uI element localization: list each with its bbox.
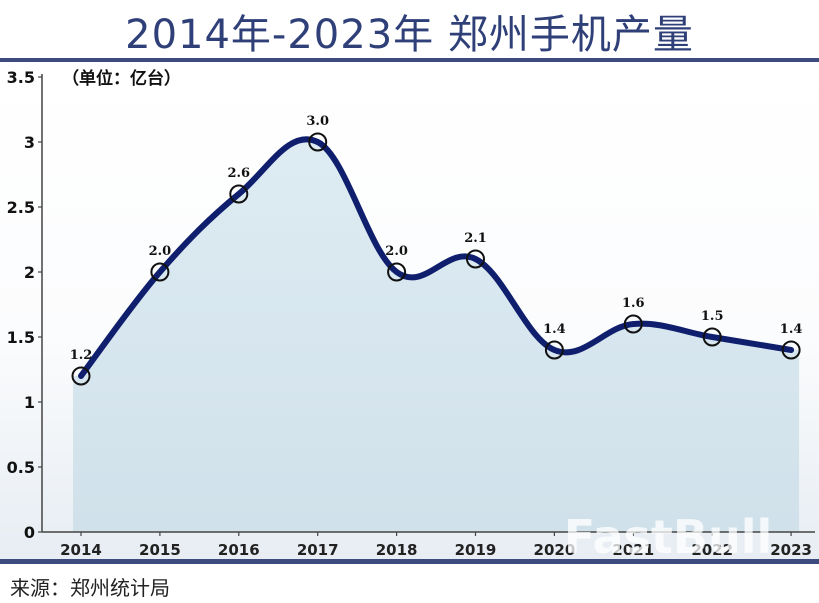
x-tick-label: 2023 bbox=[770, 541, 812, 559]
x-tick-label: 2021 bbox=[612, 541, 654, 559]
data-label: 2.6 bbox=[227, 166, 250, 181]
watermark: FastBull bbox=[564, 510, 772, 564]
y-tick-label: 3 bbox=[24, 133, 35, 152]
data-label: 1.5 bbox=[701, 309, 724, 324]
y-tick-label: 1.5 bbox=[7, 328, 35, 347]
data-label: 2.0 bbox=[149, 244, 172, 259]
x-tick-label: 2019 bbox=[455, 541, 497, 559]
data-point-marker bbox=[781, 340, 801, 360]
data-label: 1.6 bbox=[622, 296, 645, 311]
data-point-marker bbox=[308, 132, 328, 152]
bottom-divider bbox=[0, 559, 819, 564]
data-point-marker bbox=[623, 314, 643, 334]
chart-title: 2014年-2023年 郑州手机产量 bbox=[125, 12, 694, 58]
data-point-marker bbox=[702, 327, 722, 347]
y-tick-label: 0.5 bbox=[7, 458, 35, 477]
title-divider bbox=[0, 58, 819, 62]
data-label: 1.2 bbox=[70, 348, 93, 363]
data-point-marker bbox=[544, 340, 564, 360]
x-tick-label: 2014 bbox=[60, 541, 102, 559]
x-tick-label: 2017 bbox=[297, 541, 339, 559]
data-point-marker bbox=[71, 366, 91, 386]
unit-label: （单位：亿台） bbox=[62, 68, 181, 89]
source-note: 来源：郑州统计局 bbox=[10, 576, 170, 600]
y-tick-label: 0 bbox=[24, 523, 35, 542]
y-tick-label: 3.5 bbox=[7, 68, 35, 87]
data-point-marker bbox=[229, 184, 249, 204]
data-point-marker bbox=[387, 262, 407, 282]
x-tick-label: 2022 bbox=[691, 541, 733, 559]
data-label: 1.4 bbox=[780, 322, 803, 337]
y-tick-label: 1 bbox=[24, 393, 35, 412]
data-label: 2.0 bbox=[385, 244, 408, 259]
area-fill bbox=[73, 139, 800, 532]
data-line bbox=[78, 136, 795, 379]
x-tick-label: 2020 bbox=[534, 541, 576, 559]
data-point-marker bbox=[466, 249, 485, 269]
y-tick-label: 2 bbox=[24, 263, 35, 282]
x-tick-label: 2015 bbox=[139, 541, 181, 559]
data-label: 3.0 bbox=[306, 114, 329, 129]
x-tick-label: 2016 bbox=[218, 541, 260, 559]
data-label: 1.4 bbox=[543, 322, 566, 337]
data-point-marker bbox=[150, 262, 170, 282]
x-tick-label: 2018 bbox=[376, 541, 418, 559]
y-tick-label: 2.5 bbox=[7, 198, 35, 217]
data-label: 2.1 bbox=[464, 231, 487, 246]
